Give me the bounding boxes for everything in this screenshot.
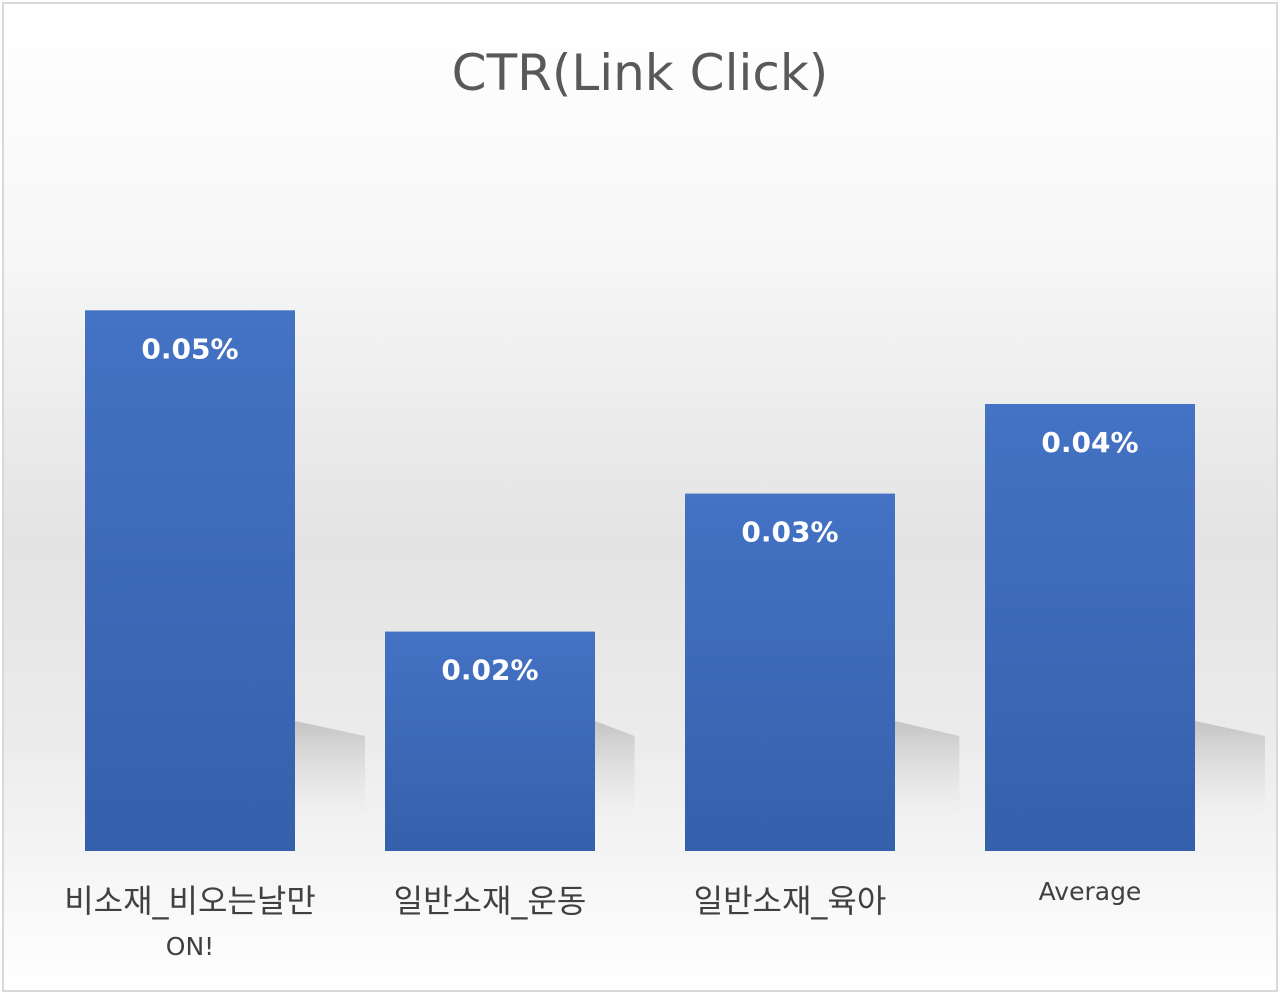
chart-title: CTR(Link Click) [452,44,829,102]
bar-shadow [595,721,635,851]
bar [385,631,595,851]
bar [85,310,295,851]
data-label: 0.03% [741,516,838,549]
data-label: 0.04% [1041,426,1138,459]
bar-shadow [295,721,365,851]
category-axis: 비소재_비오는날만 ON! 일반소재_운동 일반소재_육아 Average [64,877,1141,961]
bar-shadow [1195,721,1265,851]
category-label: 일반소재_육아 [694,882,887,920]
category-label: 일반소재_운동 [394,882,587,920]
category-label: Average [1039,877,1142,906]
data-label: 0.05% [141,332,238,365]
bar-shadow [895,721,960,851]
bars-layer [85,310,1265,851]
data-label: 0.02% [441,654,538,687]
labels-layer: 0.05% 0.02% 0.03% 0.04% [141,332,1138,686]
category-label: 비소재_비오는날만 [64,882,316,920]
bar [985,404,1195,851]
category-label: ON! [166,932,214,961]
bar [685,493,895,851]
